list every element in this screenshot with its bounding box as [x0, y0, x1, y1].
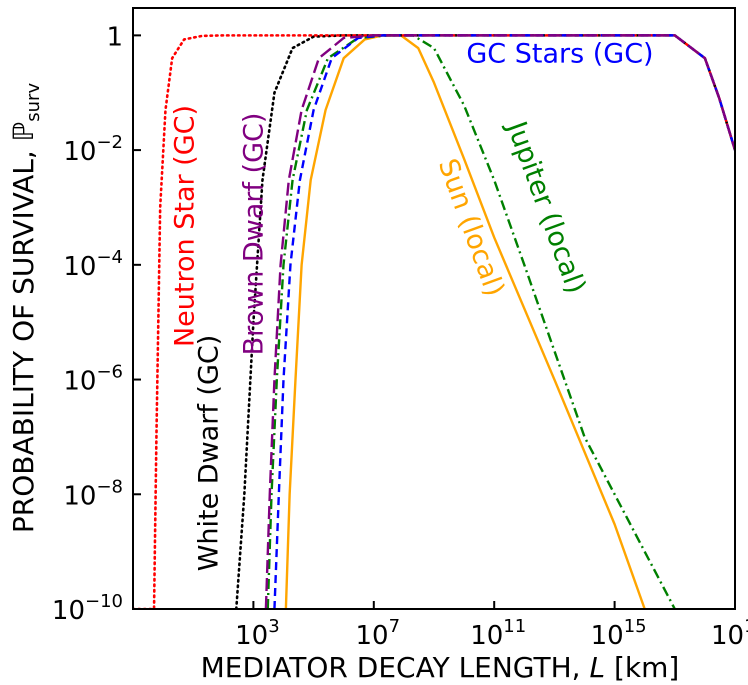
plot-frame [132, 7, 736, 610]
series-label-white-dwarf-gc: White Dwarf (GC) [194, 335, 225, 572]
series-line-brown-dwarf-gc [264, 34, 735, 609]
x-tick-label: 1015 [591, 616, 647, 651]
series-line-white-dwarf-gc [234, 34, 735, 609]
y-tick-label: 10−10 [52, 591, 123, 626]
x-axis-label: MEDIATOR DECAY LENGTH, L [km] [201, 651, 680, 684]
y-tick-label: 10−8 [63, 476, 123, 511]
x-tick-label: 1011 [470, 616, 526, 651]
x-tick-label: 1019 [711, 616, 748, 651]
series-line-sun-local [284, 34, 646, 609]
series-labels-layer: Neutron Star (GC)White Dwarf (GC) Brown D… [170, 39, 654, 572]
series-label-jupiter-local: Jupiter (local) [500, 116, 592, 298]
y-tick-label: 10−2 [63, 132, 123, 167]
y-tick-label: 1 [106, 22, 123, 52]
series-line-gc-stars-gc [273, 34, 735, 609]
y-axis-label: PROBABILITY OF SURVIVAL, ℙsurv [7, 83, 44, 534]
series-label-neutron-star-gc: Neutron Star (GC) [170, 105, 201, 347]
series-label-brown-dwarf-gc: Brown Dwarf (GC) [239, 113, 270, 356]
series-layer [133, 34, 735, 609]
y-tick-label: 10−4 [63, 247, 123, 282]
ticks-layer: 103 107 1011 1015 1019 1 10−2 10−4 10−6 10−8 10−10 [52, 22, 748, 651]
x-tick-label: 103 [235, 616, 280, 651]
series-label-gc-stars-gc: GC Stars (GC) [466, 39, 653, 70]
y-tick-label: 10−6 [63, 362, 123, 397]
x-tick-label: 107 [356, 616, 401, 651]
